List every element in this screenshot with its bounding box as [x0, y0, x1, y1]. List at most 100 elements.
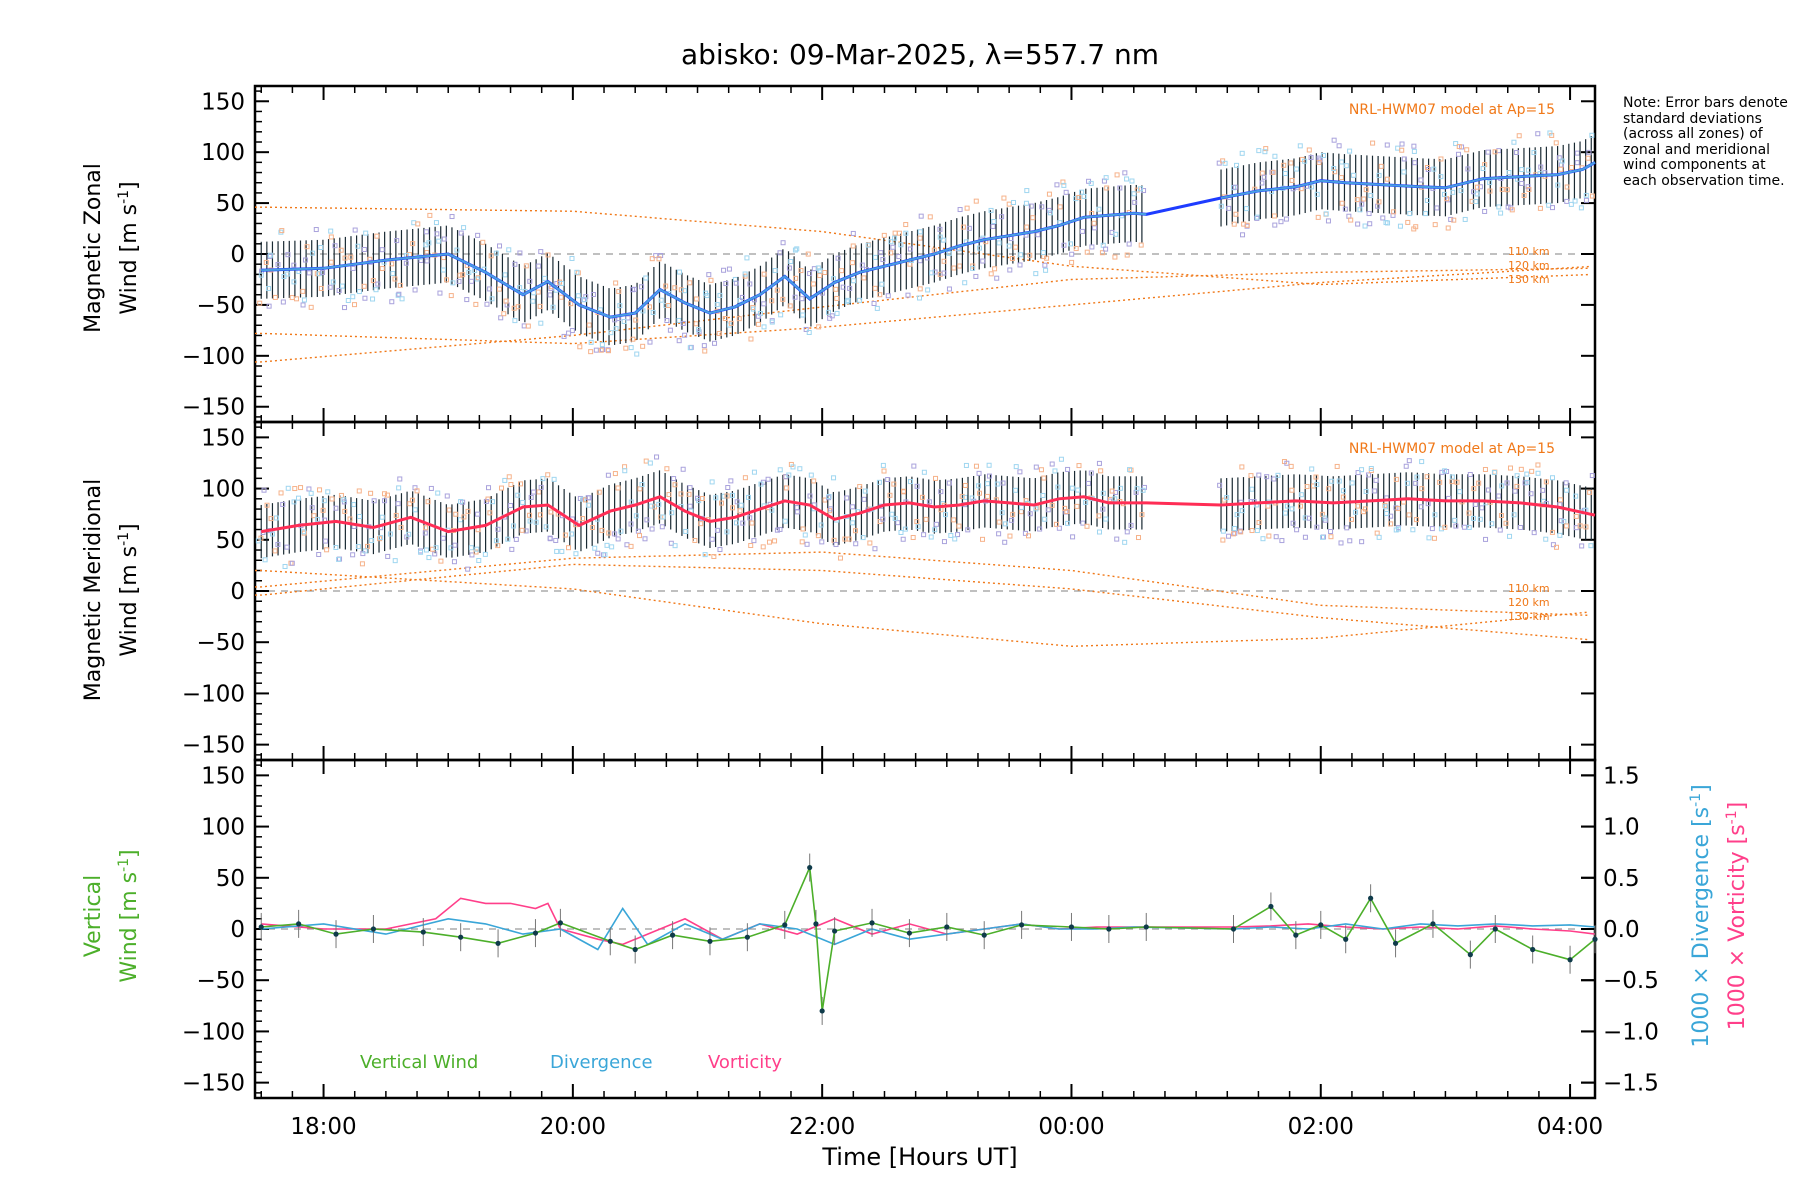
zone-point: [751, 469, 757, 475]
zone-point: [1370, 140, 1376, 146]
zone-point: [941, 270, 947, 276]
zone-point: [996, 531, 1002, 537]
zone-point: [799, 296, 805, 302]
zone-point: [1397, 223, 1403, 229]
zone-point: [728, 320, 734, 326]
zone-point: [1306, 515, 1312, 521]
zone-point: [726, 266, 732, 272]
zone-point: [672, 482, 678, 488]
zone-point: [1248, 473, 1254, 479]
zone-point: [278, 490, 284, 496]
zone-point: [410, 241, 416, 247]
zone-point: [624, 542, 630, 548]
zone-point: [257, 300, 263, 306]
zone-point: [261, 487, 267, 493]
zone-point: [1535, 470, 1541, 476]
zone-point: [1557, 532, 1563, 538]
zone-point: [952, 536, 958, 542]
zone-point: [581, 297, 587, 303]
zone-point: [650, 309, 656, 315]
zone-point: [1507, 533, 1513, 539]
zone-point: [643, 275, 649, 281]
vertical-wind-point: [1068, 924, 1075, 930]
zone-point: [1472, 501, 1478, 507]
zone-point: [562, 532, 568, 538]
zone-point: [1410, 527, 1416, 533]
zone-point: [521, 323, 527, 329]
zone-point: [306, 486, 312, 492]
zone-point: [656, 501, 662, 507]
zonal-highlight-line: [261, 212, 1147, 319]
zone-point: [389, 261, 395, 267]
zone-point: [766, 539, 772, 545]
zone-point: [1264, 474, 1270, 480]
zone-point: [586, 495, 592, 501]
zone-point: [356, 289, 362, 295]
zone-point: [1027, 511, 1033, 517]
zone-point: [769, 319, 775, 325]
zone-point: [678, 287, 684, 293]
zone-point: [309, 505, 315, 511]
y2-tick-label: 0.0: [1603, 917, 1640, 943]
zone-point: [765, 476, 771, 482]
zone-point: [637, 486, 643, 492]
zone-point: [320, 507, 326, 513]
vertical-wind-point: [1567, 957, 1573, 963]
zone-point: [1525, 184, 1531, 190]
zone-point: [1564, 184, 1570, 190]
zone-point: [1577, 523, 1583, 529]
zone-point: [1030, 215, 1036, 221]
zone-point: [680, 320, 686, 326]
zone-point: [280, 299, 286, 305]
zone-point: [1506, 170, 1512, 176]
zone-point: [782, 518, 788, 524]
zone-point: [1365, 472, 1371, 478]
zone-point: [457, 272, 463, 278]
zone-point: [280, 501, 286, 507]
zone-point: [921, 469, 927, 475]
zone-point: [996, 519, 1002, 525]
zone-point: [1340, 488, 1346, 494]
zone-point: [1535, 462, 1541, 468]
zone-point: [444, 493, 450, 499]
zone-point: [739, 294, 745, 300]
zone-point: [1226, 533, 1232, 539]
zone-point: [885, 293, 891, 299]
zone-point: [1019, 504, 1025, 510]
zone-point: [628, 521, 634, 527]
zone-point: [1313, 474, 1319, 480]
zone-point: [318, 244, 324, 250]
zone-point: [709, 479, 715, 485]
zone-point: [569, 328, 575, 334]
zone-point: [665, 303, 671, 309]
zone-point: [879, 281, 885, 287]
zone-point: [1132, 199, 1138, 205]
zone-point: [292, 486, 298, 492]
zone-point: [608, 330, 614, 336]
zone-point: [1314, 482, 1320, 488]
zone-point: [1496, 493, 1502, 499]
meridional-alt-130: 130 km: [1508, 610, 1550, 623]
zone-point: [1265, 503, 1271, 509]
zone-point: [994, 275, 1000, 281]
y2-tick-label: 0.5: [1603, 866, 1640, 892]
zone-point: [1564, 198, 1570, 204]
zone-point: [1339, 159, 1345, 165]
zone-point: [915, 524, 921, 530]
zone-point: [1033, 271, 1039, 277]
zone-point: [583, 294, 589, 300]
zone-point: [1376, 172, 1382, 178]
zone-point: [896, 230, 902, 236]
zone-point: [314, 516, 320, 522]
zone-point: [449, 214, 455, 220]
zone-point: [962, 494, 968, 500]
zone-point: [1359, 467, 1365, 473]
zone-point: [1088, 180, 1094, 186]
zone-point: [423, 229, 429, 235]
zone-point: [530, 298, 536, 304]
zone-point: [1331, 166, 1337, 172]
vertical-wind-point: [1392, 940, 1399, 946]
zone-point: [751, 538, 757, 544]
y2-tick-label: 1.0: [1603, 815, 1640, 841]
zone-point: [649, 526, 655, 532]
